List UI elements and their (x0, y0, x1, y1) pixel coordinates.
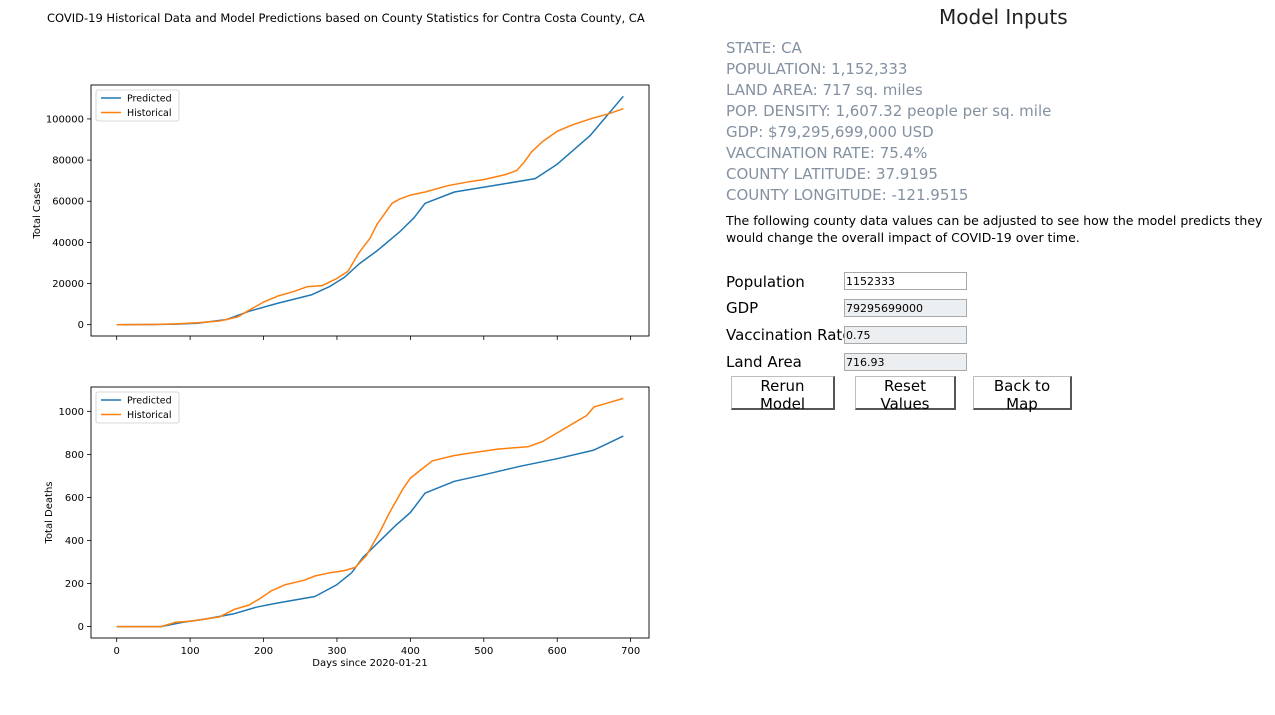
info-population: POPULATION: 1,152,333 (726, 60, 908, 78)
deaths-y-tick-label: 200 (65, 579, 84, 590)
cases-y-tick-label: 20000 (52, 279, 84, 290)
figure-title: COVID-19 Historical Data and Model Predi… (47, 11, 645, 25)
population-input[interactable] (844, 272, 967, 290)
rerun-model-button[interactable]: Rerun Model (731, 376, 835, 413)
vaccination-rate-label: Vaccination Rate (726, 326, 852, 344)
deaths-x-tick-label: 400 (401, 646, 420, 657)
info-land-area: LAND AREA: 717 sq. miles (726, 81, 923, 99)
adjust-description: The following county data values can be … (726, 213, 1263, 245)
cases-y-axis-label: Total Cases (32, 182, 43, 239)
info-state: STATE: CA (726, 39, 802, 57)
cases-series-predicted-line (116, 95, 624, 326)
info-pop-density: POP. DENSITY: 1,607.32 people per sq. mi… (726, 102, 1052, 120)
deaths-plot-frame (90, 386, 650, 639)
info-gdp: GDP: $79,295,699,000 USD (726, 123, 934, 141)
cases-legend-label-predicted: Predicted (127, 94, 172, 105)
population-label: Population (726, 273, 805, 291)
cases-y-tick-label: 80000 (52, 156, 84, 167)
cases-y-tick-label: 40000 (52, 238, 84, 249)
x-axis-label: Days since 2020-01-21 (312, 658, 427, 669)
deaths-y-tick-label: 800 (65, 450, 84, 461)
gdp-input[interactable] (844, 299, 967, 317)
deaths-x-tick-label: 0 (114, 646, 120, 657)
cases-plot-frame (90, 84, 650, 337)
deaths-x-tick-label: 300 (327, 646, 346, 657)
deaths-x-tick-label: 600 (548, 646, 567, 657)
info-vaccination-rate: VACCINATION RATE: 75.4% (726, 144, 928, 162)
deaths-legend-label-predicted: Predicted (127, 396, 172, 407)
deaths-y-tick-label: 400 (65, 536, 84, 547)
deaths-x-tick-label: 500 (474, 646, 493, 657)
land-area-input[interactable] (844, 353, 967, 371)
deaths-series-historical-line (116, 397, 624, 628)
deaths-legend-label-historical: Historical (127, 410, 172, 421)
land-area-label: Land Area (726, 353, 802, 371)
deaths-x-tick-label: 200 (254, 646, 273, 657)
cases-y-tick-label: 0 (78, 320, 84, 331)
info-county-latitude: COUNTY LATITUDE: 37.9195 (726, 165, 938, 183)
deaths-series-predicted-line (116, 435, 624, 628)
deaths-chart: 0 200 400 600 800 1000 0 100 200 300 400 500 600 700 T… (44, 386, 650, 657)
deaths-x-tick-label: 100 (181, 646, 200, 657)
vaccination-rate-input[interactable] (844, 326, 967, 344)
cases-y-tick-label: 100000 (46, 114, 84, 125)
cases-legend-label-historical: Historical (127, 108, 172, 119)
deaths-y-tick-label: 600 (65, 493, 84, 504)
gdp-label: GDP (726, 299, 759, 317)
deaths-y-tick-label: 0 (78, 622, 84, 633)
cases-y-tick-label: 60000 (52, 197, 84, 208)
deaths-y-tick-label: 1000 (59, 407, 84, 418)
deaths-y-axis-label: Total Deaths (44, 482, 55, 545)
reset-values-button[interactable]: Reset Values (855, 376, 956, 413)
panel-title: Model Inputs (939, 5, 1068, 29)
covid-chart-figure: COVID-19 Historical Data and Model Predi… (32, 11, 650, 669)
cases-chart: 0 20000 40000 60000 80000 100000 Total Cases Pr… (32, 84, 650, 340)
cases-series-historical-line (116, 107, 624, 326)
info-county-longitude: COUNTY LONGITUDE: -121.9515 (726, 186, 969, 204)
back-to-map-button[interactable]: Back to Map (973, 376, 1072, 413)
deaths-x-tick-label: 700 (621, 646, 640, 657)
